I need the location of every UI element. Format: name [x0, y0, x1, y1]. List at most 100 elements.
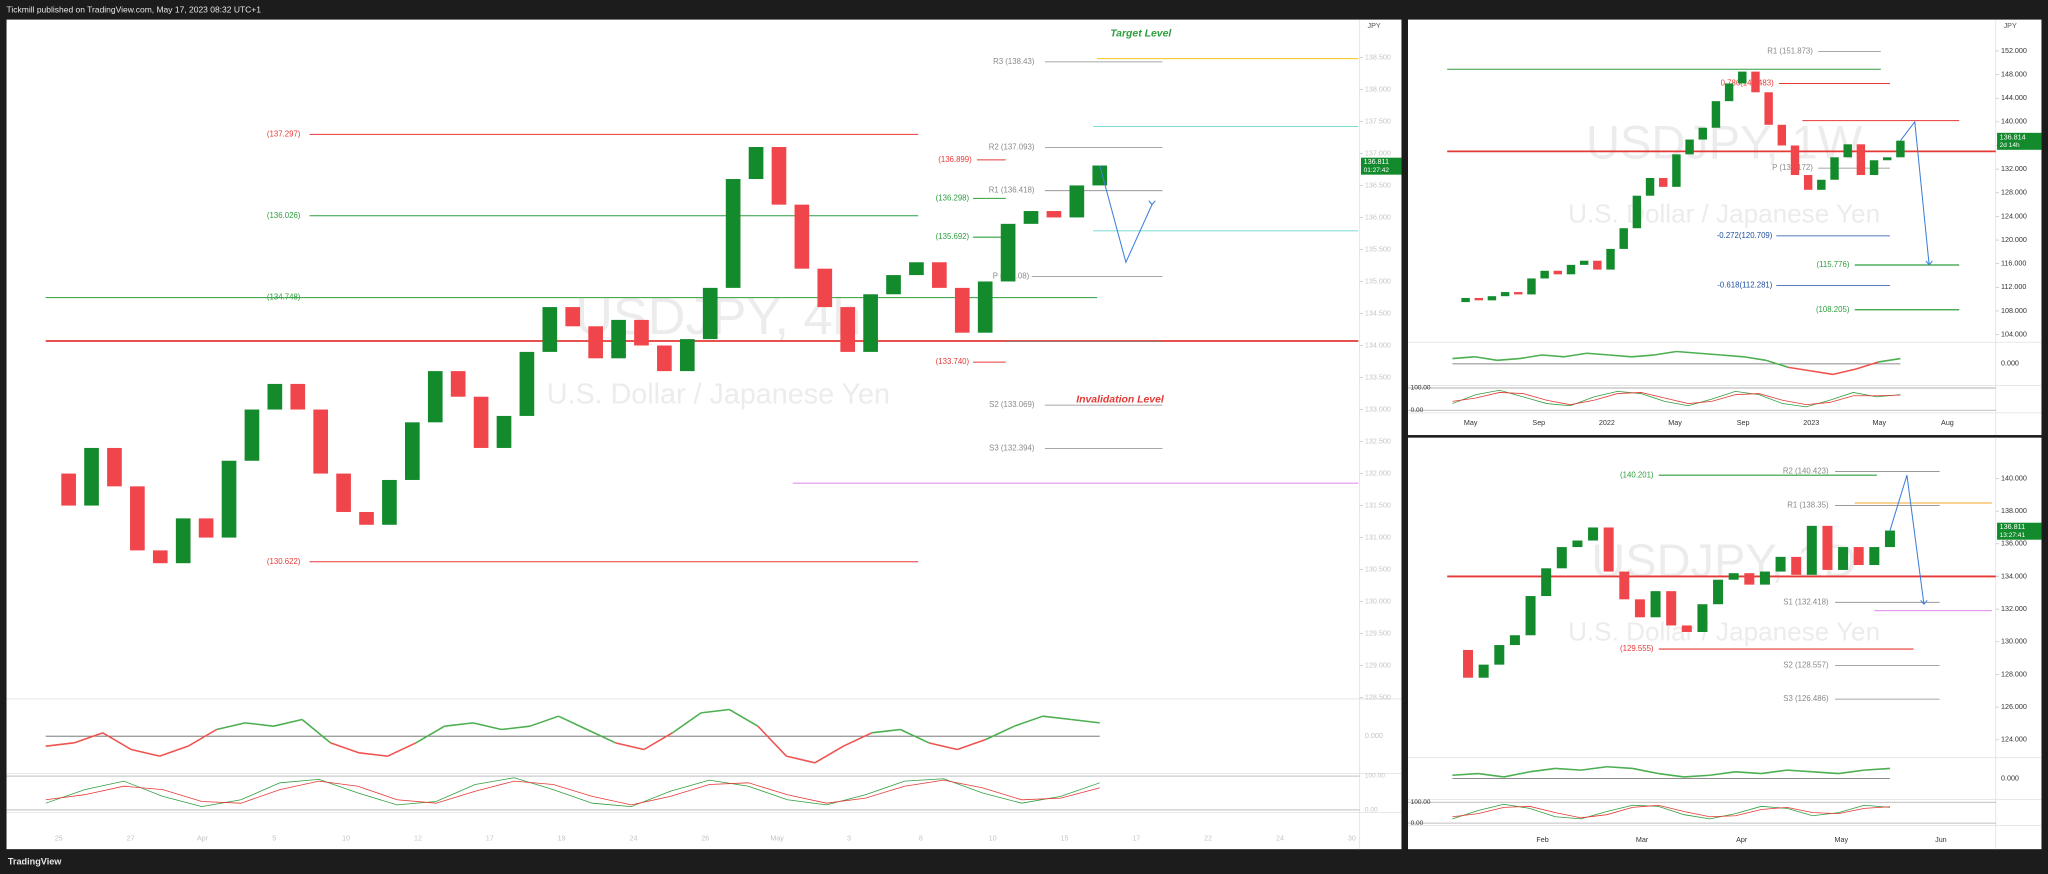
- osc-segment: [301, 718, 332, 744]
- price-badge: [1360, 157, 1402, 175]
- candle: [634, 319, 649, 346]
- osc-segment: [1519, 354, 1543, 360]
- time-label: 30: [1348, 835, 1356, 843]
- candle: [1711, 101, 1721, 128]
- osc-segment: [1877, 357, 1901, 363]
- price-level-label: S3 (132.394): [989, 443, 1035, 452]
- candle: [1474, 297, 1483, 301]
- candle: [1494, 645, 1505, 665]
- osc-segment: [1721, 354, 1744, 358]
- osc-segment: [1586, 352, 1610, 356]
- osc-segment: [1765, 359, 1789, 369]
- candle: [748, 147, 764, 180]
- osc-segment: [1735, 771, 1762, 775]
- osc-segment: [501, 725, 531, 731]
- candle: [84, 447, 99, 506]
- osc-segment: [358, 752, 388, 757]
- y-tick-label: 134.000: [2001, 572, 2027, 580]
- projection-arrowhead: [1148, 200, 1156, 206]
- osc-segment: [1631, 354, 1655, 358]
- candle: [1525, 596, 1536, 636]
- osc-segment: [472, 722, 502, 731]
- osc-segment: [558, 715, 588, 731]
- osc-segment: [1812, 771, 1839, 775]
- time-label: 10: [989, 835, 997, 843]
- osc-segment: [729, 708, 759, 727]
- candle: [519, 351, 535, 416]
- candle: [1822, 525, 1833, 570]
- osc-segment: [273, 718, 303, 727]
- candle: [1632, 195, 1642, 229]
- y-tick-label: 124.000: [2001, 736, 2027, 744]
- price-badge-label: 136.811: [1364, 158, 1389, 166]
- osc-segment: [1838, 769, 1865, 775]
- time-label: 8: [919, 835, 923, 843]
- osc-segment: [1529, 767, 1556, 773]
- osc-segment: [216, 722, 246, 731]
- y-tick-label: 108.000: [2001, 307, 2027, 315]
- candle: [1553, 270, 1563, 275]
- candle: [267, 383, 283, 410]
- osc-segment: [1541, 354, 1565, 358]
- y-tick-label: 140.000: [2001, 118, 2027, 126]
- osc-segment: [1676, 350, 1699, 355]
- stoch-tick-label: 0.00: [1411, 407, 1424, 414]
- stoch-line: [1452, 803, 1890, 820]
- y-tick-label: 129.000: [1365, 662, 1391, 670]
- candle: [1830, 157, 1839, 180]
- candle: [1659, 177, 1668, 187]
- time-label: 2023: [1803, 419, 1819, 427]
- y-tick-label: 120.000: [2001, 236, 2027, 244]
- osc-segment: [928, 742, 958, 751]
- stoch-tick-label: 100.00: [1365, 773, 1385, 780]
- osc-tick-label: 0.000: [2001, 775, 2019, 783]
- y-tick-label: 104.000: [2001, 330, 2027, 338]
- watermark-symbol: USDJPY, 1W: [1586, 116, 1863, 169]
- candle: [61, 473, 76, 506]
- y-tick-label: 130.500: [1365, 565, 1391, 573]
- time-label: 2022: [1599, 419, 1615, 427]
- candle: [1566, 264, 1576, 275]
- osc-segment: [1071, 718, 1100, 724]
- price-level-label: -0.272(120.709): [1717, 231, 1773, 240]
- osc-segment: [615, 742, 645, 751]
- candle: [977, 281, 993, 333]
- osc-segment: [1684, 774, 1710, 778]
- annotation: Invalidation Level: [1076, 395, 1165, 406]
- candle: [1817, 179, 1826, 190]
- brand: TradingView: [8, 857, 62, 867]
- osc-segment: [1788, 366, 1811, 372]
- candle: [1685, 139, 1694, 155]
- candle: [1853, 547, 1864, 566]
- candle: [1650, 591, 1661, 618]
- candle: [1478, 664, 1489, 678]
- candle: [473, 396, 489, 448]
- y-tick-label: 132.000: [1365, 469, 1391, 477]
- osc-segment: [757, 725, 787, 757]
- osc-segment: [1810, 370, 1834, 376]
- candle: [1869, 547, 1880, 566]
- candle: [565, 307, 581, 327]
- time-label: 19: [558, 835, 566, 843]
- osc-segment: [1564, 352, 1587, 358]
- candle: [313, 409, 329, 474]
- candle: [1724, 83, 1734, 102]
- candle: [359, 511, 374, 525]
- osc-segment: [1761, 769, 1788, 775]
- y-tick-label: 116.000: [2001, 260, 2026, 268]
- osc-tick-label: 0.000: [1365, 732, 1383, 740]
- time-label: Jun: [1935, 836, 1947, 844]
- candle: [244, 409, 260, 461]
- y-tick-label: 138.000: [1365, 85, 1391, 93]
- osc-segment: [786, 755, 816, 764]
- time-label: 24: [1276, 835, 1284, 843]
- candle: [1645, 177, 1655, 196]
- candle: [1869, 160, 1879, 176]
- time-label: Mar: [1636, 836, 1649, 844]
- osc-segment: [1786, 769, 1813, 773]
- candle: [1509, 635, 1520, 646]
- y-tick-label: 148.000: [2001, 70, 2027, 78]
- osc-segment: [1452, 356, 1475, 360]
- osc-segment: [1743, 356, 1767, 362]
- candle: [1556, 547, 1567, 569]
